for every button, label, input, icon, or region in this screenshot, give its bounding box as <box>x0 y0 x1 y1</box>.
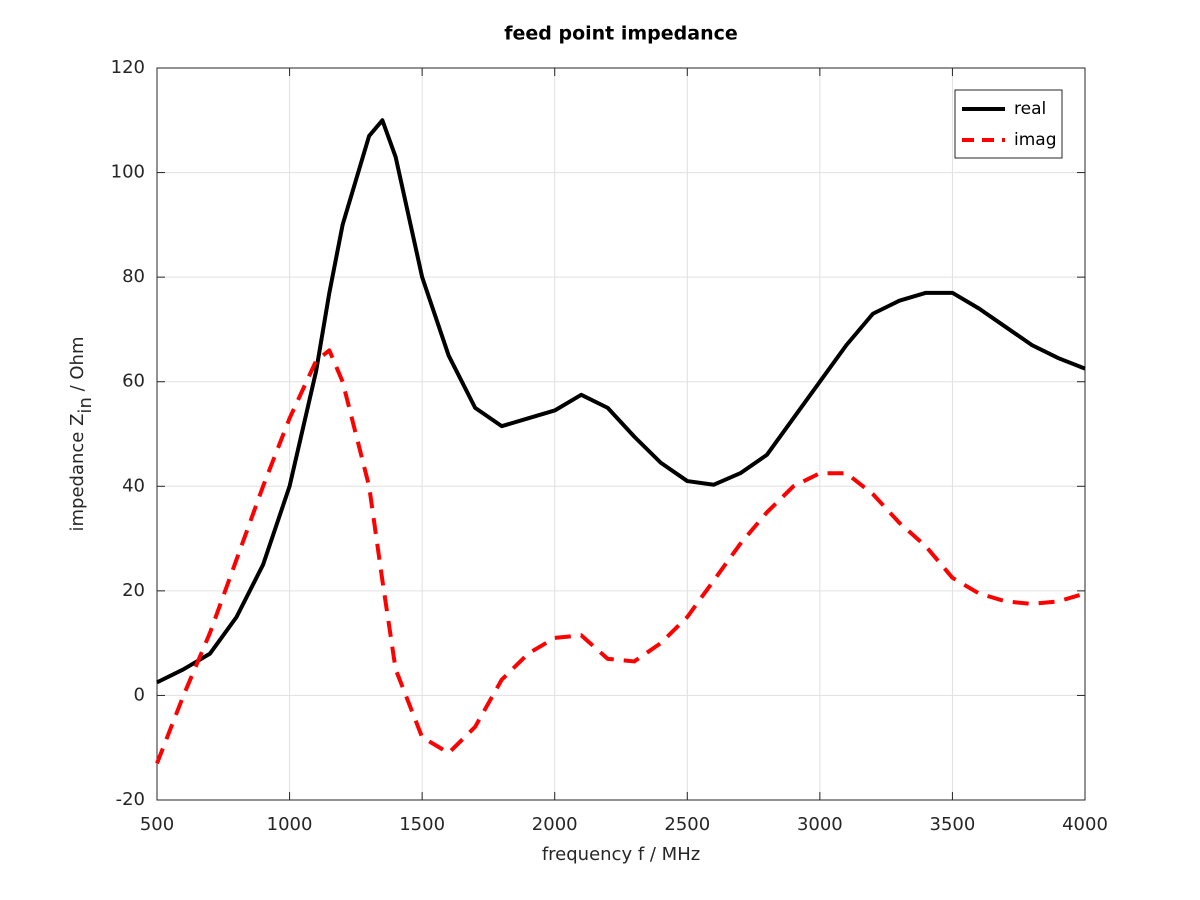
y-label-main: impedance Z <box>67 414 88 532</box>
x-axis-label: frequency f / MHz <box>542 844 700 865</box>
y-tick-label: 60 <box>122 371 145 392</box>
x-tick-label: 3500 <box>930 814 976 835</box>
x-tick-label: 1500 <box>399 814 445 835</box>
y-tick-label: 0 <box>134 684 145 705</box>
y-tick-label: 80 <box>122 266 145 287</box>
x-tick-label: 4000 <box>1062 814 1108 835</box>
y-tick-label: 100 <box>111 162 145 183</box>
y-label-sub: in <box>75 397 96 413</box>
x-tick-label: 2500 <box>664 814 710 835</box>
chart-title: feed point impedance <box>504 23 738 45</box>
y-axis-label: impedance Zin / Ohm <box>67 337 96 532</box>
y-label-suffix: / Ohm <box>67 337 88 398</box>
legend-box <box>954 89 1063 159</box>
x-tick-label: 2000 <box>532 814 578 835</box>
x-tick-label: 1000 <box>267 814 313 835</box>
legend-label: real <box>1014 99 1046 119</box>
y-tick-label: 20 <box>122 580 145 601</box>
y-tick-label: -20 <box>116 789 145 810</box>
y-tick-label: 40 <box>122 475 145 496</box>
x-tick-label: 500 <box>140 814 174 835</box>
plot-frame <box>156 67 1086 801</box>
x-tick-label: 3000 <box>797 814 843 835</box>
y-tick-label: 120 <box>111 57 145 78</box>
legend-label: imag <box>1014 130 1057 150</box>
series-line <box>156 118 1086 685</box>
